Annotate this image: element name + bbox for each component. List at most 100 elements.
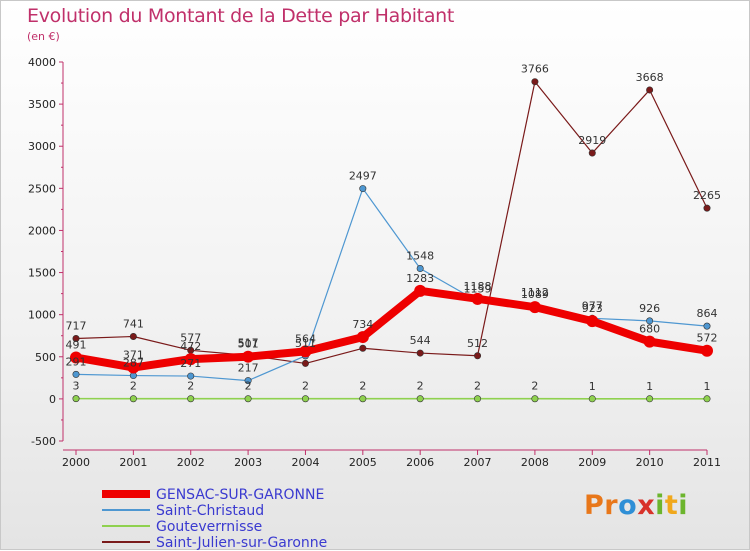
y-tick-label: 1500 bbox=[28, 267, 56, 280]
legend-label: GENSAC-SUR-GARONNE bbox=[156, 487, 324, 503]
proxiti-logo: Proxiti bbox=[584, 490, 688, 521]
series-line bbox=[76, 291, 707, 368]
x-tick-label: 2010 bbox=[636, 456, 664, 469]
data-point bbox=[474, 353, 480, 359]
data-label: 2 bbox=[130, 380, 137, 393]
x-tick-label: 2011 bbox=[693, 456, 721, 469]
y-tick-label: 1000 bbox=[28, 309, 56, 322]
data-label: 1548 bbox=[406, 250, 434, 263]
series-line bbox=[76, 189, 707, 381]
data-label: 2919 bbox=[578, 134, 606, 147]
x-tick-label: 2007 bbox=[464, 456, 492, 469]
x-tick-label: 2000 bbox=[62, 456, 90, 469]
data-point bbox=[360, 345, 366, 351]
data-label: 741 bbox=[123, 317, 144, 330]
x-tick-label: 2008 bbox=[521, 456, 549, 469]
logo-letter: r bbox=[604, 490, 618, 521]
logo-letter: x bbox=[637, 490, 655, 521]
y-tick-label: 0 bbox=[49, 393, 56, 406]
data-label: 2 bbox=[245, 380, 252, 393]
data-point bbox=[417, 265, 423, 271]
y-tick-label: 3500 bbox=[28, 98, 56, 111]
data-point bbox=[188, 396, 194, 402]
y-tick-label: 2000 bbox=[28, 224, 56, 237]
y-tick-label: 500 bbox=[35, 351, 56, 364]
data-label: 1 bbox=[589, 380, 596, 393]
logo-letter: i bbox=[655, 490, 665, 521]
data-point bbox=[646, 87, 652, 93]
logo-letter: o bbox=[618, 490, 637, 521]
data-point bbox=[704, 323, 710, 329]
data-label: 2 bbox=[531, 380, 538, 393]
data-point bbox=[73, 395, 79, 401]
data-label: 512 bbox=[467, 337, 488, 350]
data-point bbox=[704, 205, 710, 211]
x-tick-label: 2006 bbox=[406, 456, 434, 469]
y-tick-label: 4000 bbox=[28, 56, 56, 69]
data-point bbox=[417, 396, 423, 402]
logo-letter: i bbox=[678, 490, 688, 521]
data-label: 1089 bbox=[521, 288, 549, 301]
data-label: 864 bbox=[697, 307, 718, 320]
data-label: 2 bbox=[359, 380, 366, 393]
data-label: 1 bbox=[704, 380, 711, 393]
data-point bbox=[417, 350, 423, 356]
data-point bbox=[701, 345, 713, 357]
x-tick-label: 2009 bbox=[578, 456, 606, 469]
data-label: 2 bbox=[474, 380, 481, 393]
data-point bbox=[245, 396, 251, 402]
data-label: 371 bbox=[123, 349, 144, 362]
data-point bbox=[360, 396, 366, 402]
data-point bbox=[704, 396, 710, 402]
data-label: 2 bbox=[302, 380, 309, 393]
data-label: 2 bbox=[417, 380, 424, 393]
data-label: 491 bbox=[66, 339, 87, 352]
data-label: 501 bbox=[238, 338, 259, 351]
data-point bbox=[130, 333, 136, 339]
data-label: 1283 bbox=[406, 272, 434, 285]
legend-label: Saint-Julien-sur-Garonne bbox=[156, 535, 327, 551]
data-point bbox=[644, 336, 656, 348]
data-label: 680 bbox=[639, 323, 660, 336]
data-label: 572 bbox=[697, 332, 718, 345]
data-label: 2 bbox=[187, 380, 194, 393]
data-label: 217 bbox=[238, 362, 259, 375]
data-point bbox=[357, 331, 369, 343]
x-tick-label: 2003 bbox=[234, 456, 262, 469]
y-tick-label: -500 bbox=[31, 435, 56, 448]
legend-label: Gouteverrnisse bbox=[156, 519, 262, 535]
data-label: 1 bbox=[646, 380, 653, 393]
data-point bbox=[646, 396, 652, 402]
data-label: 544 bbox=[410, 334, 431, 347]
data-label: 291 bbox=[66, 355, 87, 368]
data-label: 3668 bbox=[636, 71, 664, 84]
data-label: 734 bbox=[352, 318, 373, 331]
data-label: 3766 bbox=[521, 63, 549, 76]
data-label: 2265 bbox=[693, 189, 721, 202]
data-point bbox=[529, 301, 541, 313]
data-point bbox=[586, 315, 598, 327]
x-tick-label: 2001 bbox=[119, 456, 147, 469]
data-point bbox=[532, 79, 538, 85]
data-point bbox=[474, 396, 480, 402]
data-point bbox=[188, 373, 194, 379]
data-label: 717 bbox=[66, 320, 87, 333]
data-point bbox=[302, 396, 308, 402]
data-label: 2497 bbox=[349, 170, 377, 183]
logo-letter: P bbox=[584, 490, 604, 521]
series-line bbox=[76, 82, 707, 364]
data-point bbox=[302, 360, 308, 366]
logo-letter: t bbox=[665, 490, 678, 521]
data-label: 926 bbox=[639, 302, 660, 315]
y-tick-label: 3000 bbox=[28, 140, 56, 153]
x-tick-label: 2002 bbox=[177, 456, 205, 469]
data-label: 1188 bbox=[464, 280, 492, 293]
data-point bbox=[589, 396, 595, 402]
legend-label: Saint-Christaud bbox=[156, 503, 264, 519]
data-label: 271 bbox=[180, 357, 201, 370]
data-label: 472 bbox=[180, 340, 201, 353]
data-point bbox=[414, 285, 426, 297]
x-tick-label: 2004 bbox=[291, 456, 319, 469]
